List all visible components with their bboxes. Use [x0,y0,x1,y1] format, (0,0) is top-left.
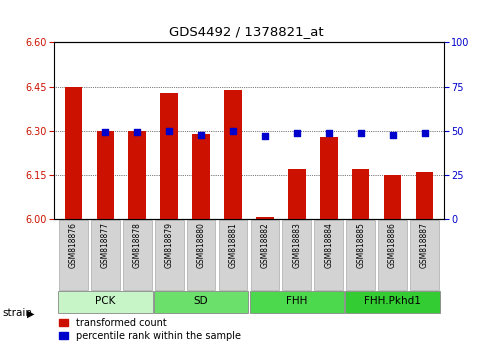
Text: GDS4492 / 1378821_at: GDS4492 / 1378821_at [169,25,324,38]
Text: PCK: PCK [95,296,115,306]
Bar [352,169,369,219]
Bar [256,217,274,219]
FancyBboxPatch shape [410,220,439,290]
Text: strain: strain [2,308,33,318]
Text: FHH: FHH [286,296,308,306]
FancyBboxPatch shape [218,220,247,290]
Point [421,131,428,136]
Bar [416,172,433,219]
Text: GSM818879: GSM818879 [165,222,174,268]
Text: GSM818877: GSM818877 [101,222,110,268]
Bar [224,90,242,219]
Point [229,128,237,134]
Legend: transformed count, percentile rank within the sample: transformed count, percentile rank withi… [59,318,241,341]
Bar [129,131,146,219]
FancyBboxPatch shape [346,220,375,290]
Point [293,130,301,136]
Bar [97,131,114,219]
FancyBboxPatch shape [123,220,152,290]
Point [357,131,365,136]
FancyBboxPatch shape [282,220,311,290]
Point [325,131,333,136]
Text: GSM818882: GSM818882 [260,222,270,268]
Bar [384,175,401,219]
FancyBboxPatch shape [346,291,440,313]
FancyBboxPatch shape [378,220,407,290]
Point [261,133,269,139]
FancyBboxPatch shape [59,220,88,290]
Text: SD: SD [194,296,209,306]
Point [388,132,396,138]
Bar [65,87,82,219]
FancyBboxPatch shape [154,291,248,313]
Text: GSM818887: GSM818887 [420,222,429,268]
Bar [192,134,210,219]
Text: GSM818883: GSM818883 [292,222,301,268]
FancyBboxPatch shape [155,220,183,290]
Text: GSM818885: GSM818885 [356,222,365,268]
Text: GSM818884: GSM818884 [324,222,333,268]
Text: GSM818878: GSM818878 [133,222,141,268]
FancyBboxPatch shape [58,291,152,313]
FancyBboxPatch shape [249,291,344,313]
Text: GSM818881: GSM818881 [228,222,238,268]
FancyBboxPatch shape [250,220,280,290]
FancyBboxPatch shape [91,220,120,290]
FancyBboxPatch shape [315,220,343,290]
Text: GSM818880: GSM818880 [197,222,206,268]
Bar [160,93,178,219]
FancyBboxPatch shape [187,220,215,290]
Text: GSM818886: GSM818886 [388,222,397,268]
Point [102,130,109,135]
Point [133,130,141,135]
Point [197,132,205,138]
Bar [320,137,338,219]
Point [165,128,173,134]
Text: GSM818876: GSM818876 [69,222,78,268]
Text: ▶: ▶ [27,308,35,318]
Text: FHH.Pkhd1: FHH.Pkhd1 [364,296,421,306]
Bar [288,169,306,219]
